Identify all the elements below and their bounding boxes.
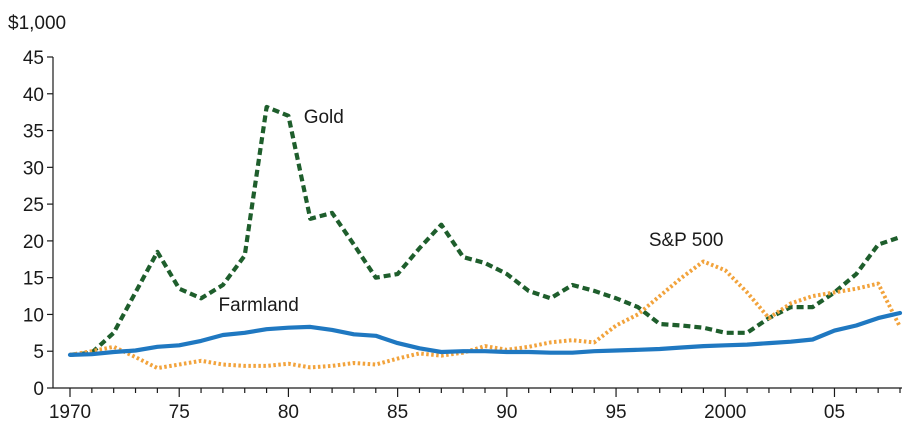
series-label: Farmland — [219, 295, 299, 316]
series-line-farmland — [67, 310, 903, 357]
y-tick-label: 0 — [33, 379, 44, 400]
y-tick-label: 35 — [23, 122, 44, 143]
x-tick-label: 95 — [605, 402, 626, 423]
series-label: S&P 500 — [649, 230, 724, 251]
y-tick-label: 40 — [23, 85, 44, 106]
x-tick-label: 05 — [824, 402, 845, 423]
y-tick-label: 20 — [23, 232, 44, 253]
y-tick-label: 25 — [23, 195, 44, 216]
series-label: Gold — [304, 107, 344, 128]
x-tick-label: 90 — [496, 402, 517, 423]
series-lines — [67, 104, 903, 371]
y-tick-label: 15 — [23, 269, 44, 290]
y-unit-label: $1,000 — [8, 13, 66, 34]
x-tick-label: 85 — [387, 402, 408, 423]
y-tick-label: 30 — [23, 158, 44, 179]
y-tick-label: 5 — [33, 342, 44, 363]
series-line-gold — [69, 104, 901, 357]
x-tick-label: 2000 — [704, 402, 746, 423]
x-tick-label: 80 — [278, 402, 299, 423]
x-tick-label: 75 — [169, 402, 190, 423]
series-labels: Gold S&P 500 Farmland — [219, 107, 724, 316]
series-line-s-p-500 — [69, 259, 902, 371]
y-tick-label: 45 — [23, 48, 44, 69]
y-tick-label: 10 — [23, 305, 44, 326]
x-tick-label: 1970 — [49, 402, 91, 423]
